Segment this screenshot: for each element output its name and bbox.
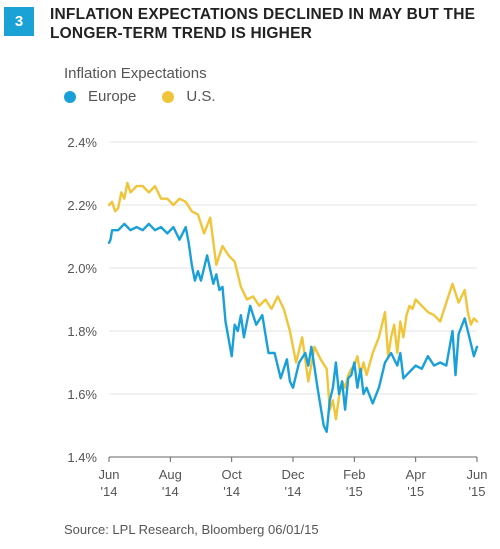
gridlines <box>109 141 477 458</box>
x-tick-label-month: Jun <box>467 467 488 482</box>
legend-item-us: U.S. <box>162 88 216 105</box>
y-tick-label: 1.4% <box>67 450 97 465</box>
x-tick-label-month: Dec <box>281 467 305 482</box>
legend-item-europe: Europe <box>64 88 136 105</box>
series-line-us <box>107 181 479 421</box>
x-tick-label-year: '15 <box>469 484 486 499</box>
y-tick-label: 2.0% <box>67 261 97 276</box>
x-tick-label-year: '15 <box>407 484 424 499</box>
x-tick-label-month: Aug <box>159 467 182 482</box>
y-tick-label: 1.6% <box>67 387 97 402</box>
x-tick-label-month: Apr <box>406 467 427 482</box>
chart-title: Inflation Expectations <box>64 65 207 82</box>
source-note: Source: LPL Research, Bloomberg 06/01/15 <box>64 522 319 537</box>
legend-marker-europe <box>64 90 76 103</box>
y-tick-label: 2.2% <box>67 198 97 213</box>
figure-title: INFLATION EXPECTATIONS DECLINED IN MAY B… <box>50 5 490 43</box>
y-tick-label: 2.4% <box>67 135 97 150</box>
x-tick-label-year: '14 <box>162 484 179 499</box>
axes: 2.4%2.2%2.0%1.8%1.6%1.4%Jun'14Aug'14Oct'… <box>67 135 487 499</box>
figure-number-badge: 3 <box>4 7 34 36</box>
figure-title-line-2: LONGER-TERM TREND IS HIGHER <box>50 25 313 42</box>
series-line-europe <box>107 222 479 433</box>
x-tick-label-month: Jun <box>99 467 120 482</box>
x-tick-label-month: Feb <box>343 467 365 482</box>
x-tick-label-year: '14 <box>285 484 302 499</box>
series-lines <box>107 181 479 433</box>
y-tick-label: 1.8% <box>67 324 97 339</box>
x-tick-label-year: '15 <box>346 484 363 499</box>
x-tick-label-year: '14 <box>223 484 240 499</box>
legend-label-europe: Europe <box>88 88 137 105</box>
legend-label-us: U.S. <box>186 88 216 105</box>
x-tick-label-month: Oct <box>222 467 243 482</box>
figure-title-line-1: INFLATION EXPECTATIONS DECLINED IN MAY B… <box>50 6 476 23</box>
legend-marker-us <box>162 90 175 103</box>
x-tick-label-year: '14 <box>101 484 118 499</box>
legend: Europe U.S. <box>64 88 242 105</box>
